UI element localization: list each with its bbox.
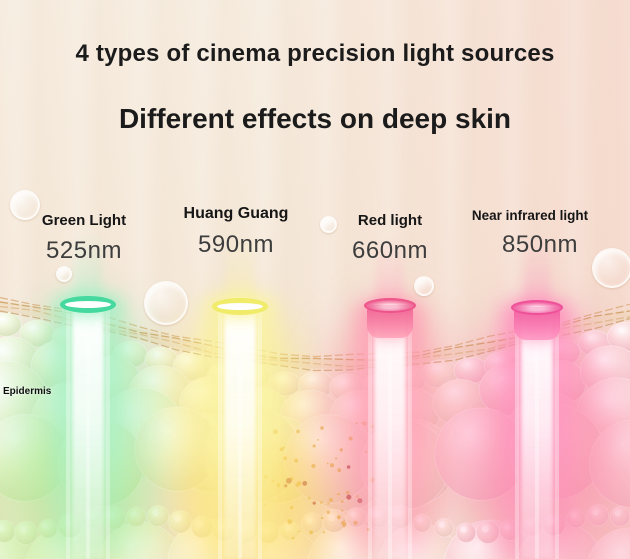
light-wavelength-red: 660nm: [352, 237, 428, 264]
light-name-yellow: Huang Guang: [183, 205, 289, 222]
light-name-green: Green Light: [41, 212, 127, 229]
beam-core: [521, 308, 553, 559]
light-wavelength-green: 525nm: [46, 237, 122, 264]
beam-stripes: [507, 306, 567, 559]
nir-light-beam: [497, 236, 577, 559]
light-wavelength-nir: 850nm: [502, 231, 578, 258]
light-name-nir: Near infrared light: [471, 208, 589, 223]
beam-core: [224, 304, 256, 559]
beam-up-glow: [523, 236, 551, 306]
beam-core: [72, 302, 104, 559]
beam-up-glow: [74, 230, 102, 300]
bubble-decoration: [56, 266, 72, 282]
cylinder-rim: [364, 298, 416, 313]
page-title: 4 types of cinema precision light source…: [75, 40, 555, 67]
bubble-decoration: [144, 281, 188, 325]
green-light-beam: [48, 230, 128, 559]
bubble-decoration: [10, 190, 40, 220]
page-subtitle: Different effects on deep skin: [118, 103, 512, 134]
light-name-red: Red light: [357, 212, 423, 229]
beam-stripes: [360, 306, 420, 559]
yellow-light-beam: [200, 232, 280, 559]
yellow-entry-ring: [212, 298, 268, 315]
light-column-green: Green Light 525nm: [0, 212, 168, 265]
beam-core: [374, 308, 406, 559]
bubble-decoration: [592, 248, 630, 288]
light-column-nir: Near infrared light 850nm: [446, 208, 614, 259]
light-wavelength-yellow: 590nm: [198, 231, 274, 258]
red-light-beam: [350, 236, 430, 559]
beam-up-glow: [376, 236, 404, 306]
beam-stripes: [58, 300, 118, 559]
light-column-red: Red light 660nm: [306, 212, 474, 265]
bubble-decoration: [320, 216, 337, 233]
beam-stripes: [210, 302, 270, 559]
beam-up-glow: [226, 232, 254, 302]
bubble-decoration: [414, 276, 434, 296]
nir-entry-cylinder: [511, 300, 563, 340]
green-entry-ring: [60, 296, 116, 313]
red-entry-cylinder: [364, 298, 416, 338]
light-column-yellow: Huang Guang 590nm: [152, 205, 320, 259]
cylinder-rim: [511, 300, 563, 315]
epidermis-label: Epidermis: [3, 386, 52, 397]
